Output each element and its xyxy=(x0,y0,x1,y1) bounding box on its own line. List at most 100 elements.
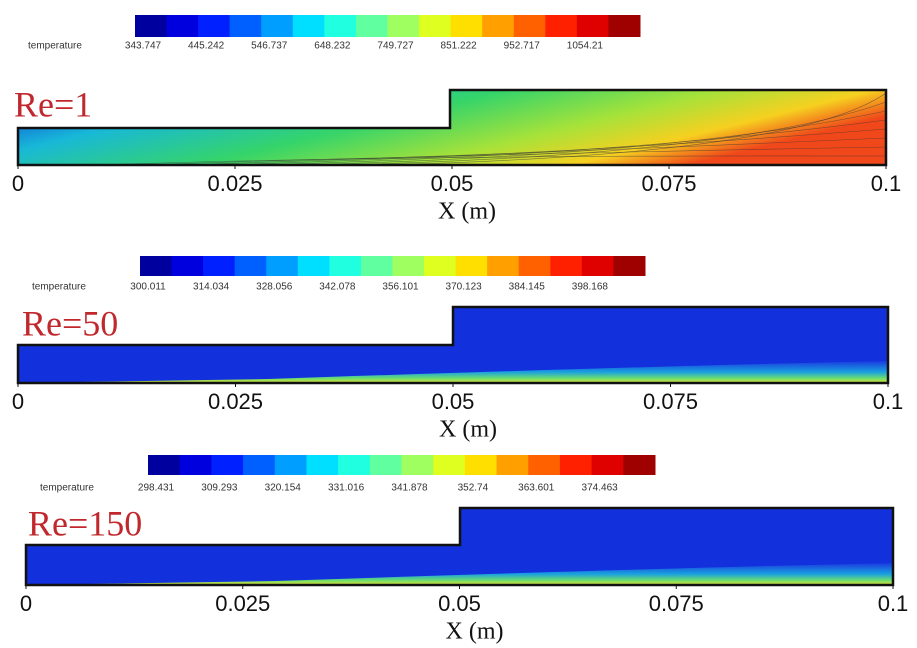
colorbar-band xyxy=(360,256,393,276)
colorbar-band xyxy=(324,15,357,37)
colorbar-band xyxy=(401,455,434,475)
colorbar-tick-label: 356.101 xyxy=(382,282,419,293)
colorbar-band xyxy=(613,256,646,276)
colorbar-tick-label: 341.878 xyxy=(391,483,428,494)
colorbar-band xyxy=(392,256,425,276)
contour-line xyxy=(137,146,887,166)
colorbar-band xyxy=(550,256,583,276)
colorbar-tick-label: 314.034 xyxy=(193,282,230,293)
colorbar-tick-label: 320.154 xyxy=(265,483,302,494)
contour-line xyxy=(297,110,887,166)
colorbar-band xyxy=(518,256,551,276)
colorbar-tick-label: 398.168 xyxy=(572,282,609,293)
colorbar-band xyxy=(581,256,614,276)
colorbar-band xyxy=(171,256,204,276)
x-tick-label: 0.05 xyxy=(438,591,481,616)
x-tick-label: 0.075 xyxy=(643,389,698,414)
colorbar-band xyxy=(266,256,299,276)
colorbar-band xyxy=(545,15,578,37)
colorbar-tick-label: 370.123 xyxy=(446,282,483,293)
x-tick-label: 0.05 xyxy=(432,389,475,414)
colorbar-band xyxy=(496,455,529,475)
x-tick-label: 0.025 xyxy=(207,171,262,196)
colorbar-band xyxy=(198,15,231,37)
colorbar-title: temperature xyxy=(28,41,82,52)
colorbar-band xyxy=(148,455,181,475)
colorbar-tick-label: 363.601 xyxy=(518,483,555,494)
colorbar-title: temperature xyxy=(32,282,86,293)
colorbar-band xyxy=(487,256,520,276)
colorbar-band xyxy=(464,455,498,475)
colorbar-tick-label: 546.737 xyxy=(251,41,288,52)
colorbar-band xyxy=(559,455,593,475)
colorbar-tick-label: 384.145 xyxy=(509,282,546,293)
colorbar-band xyxy=(297,256,330,276)
colorbar-band xyxy=(482,15,515,37)
x-tick-label: 0.1 xyxy=(878,591,909,616)
colorbar-tick-label: 648.232 xyxy=(314,41,351,52)
panel-label: Re=50 xyxy=(22,303,118,343)
x-tick-label: 0.1 xyxy=(873,389,904,414)
colorbar-band xyxy=(424,256,457,276)
panel-label: Re=1 xyxy=(14,84,92,124)
colorbar-band xyxy=(338,455,371,475)
colorbar-band xyxy=(234,256,267,276)
x-tick-label: 0.075 xyxy=(641,171,696,196)
colorbar-band xyxy=(528,455,561,475)
colorbar-band xyxy=(576,15,609,37)
contour-line xyxy=(377,92,887,166)
colorbar-tick-label: 342.078 xyxy=(319,282,356,293)
contour-line xyxy=(217,128,887,166)
colorbar-tick-label: 343.747 xyxy=(125,41,162,52)
colorbar-band xyxy=(591,455,624,475)
colorbar-band xyxy=(369,455,402,475)
colorbar-band xyxy=(355,15,388,37)
colorbar-tick-label: 445.242 xyxy=(188,41,225,52)
colorbar-band xyxy=(513,15,546,37)
colorbar-band xyxy=(387,15,420,37)
colorbar-tick-label: 300.011 xyxy=(130,282,166,293)
x-axis-label: X (m) xyxy=(446,619,504,645)
colorbar-band xyxy=(211,455,244,475)
colorbar-band xyxy=(243,455,276,475)
contour-line xyxy=(97,155,887,166)
colorbar-band xyxy=(203,256,236,276)
contour-line xyxy=(337,101,887,166)
colorbar-band xyxy=(179,455,212,475)
x-axis-label: X (m) xyxy=(439,417,497,443)
colorbar-band xyxy=(166,15,199,37)
colorbar-band xyxy=(140,256,173,276)
colorbar-band xyxy=(433,455,466,475)
x-tick-label: 0 xyxy=(20,591,32,616)
colorbar-band xyxy=(306,455,339,475)
contour-line xyxy=(257,119,887,166)
colorbar-tick-label: 952.717 xyxy=(504,41,541,52)
colorbar-band xyxy=(261,15,294,37)
thermal-layer xyxy=(18,361,888,383)
colorbar-band xyxy=(450,15,483,37)
colorbar-tick-label: 309.293 xyxy=(201,483,238,494)
x-tick-label: 0 xyxy=(12,171,24,196)
x-axis-label: X (m) xyxy=(438,199,496,225)
colorbar-band xyxy=(608,15,641,37)
colorbar-band xyxy=(135,15,168,37)
temperature-field xyxy=(18,90,886,165)
x-tick-label: 0 xyxy=(12,389,24,414)
colorbar-band xyxy=(419,15,452,37)
colorbar-band xyxy=(623,455,656,475)
panel-label: Re=150 xyxy=(28,503,142,543)
colorbar-tick-label: 328.056 xyxy=(256,282,293,293)
colorbar-title: temperature xyxy=(40,483,94,494)
colorbar-tick-label: 331.016 xyxy=(328,483,365,494)
x-tick-label: 0.1 xyxy=(871,171,902,196)
temperature-field xyxy=(26,508,893,585)
x-tick-label: 0.05 xyxy=(431,171,474,196)
x-tick-label: 0.075 xyxy=(649,591,704,616)
colorbar-band xyxy=(292,15,325,37)
colorbar-tick-label: 1054.21 xyxy=(567,41,604,52)
colorbar-tick-label: 851.222 xyxy=(441,41,478,52)
colorbar-band xyxy=(329,256,362,276)
thermal-layer xyxy=(26,563,893,585)
colorbar-tick-label: 298.431 xyxy=(138,483,175,494)
